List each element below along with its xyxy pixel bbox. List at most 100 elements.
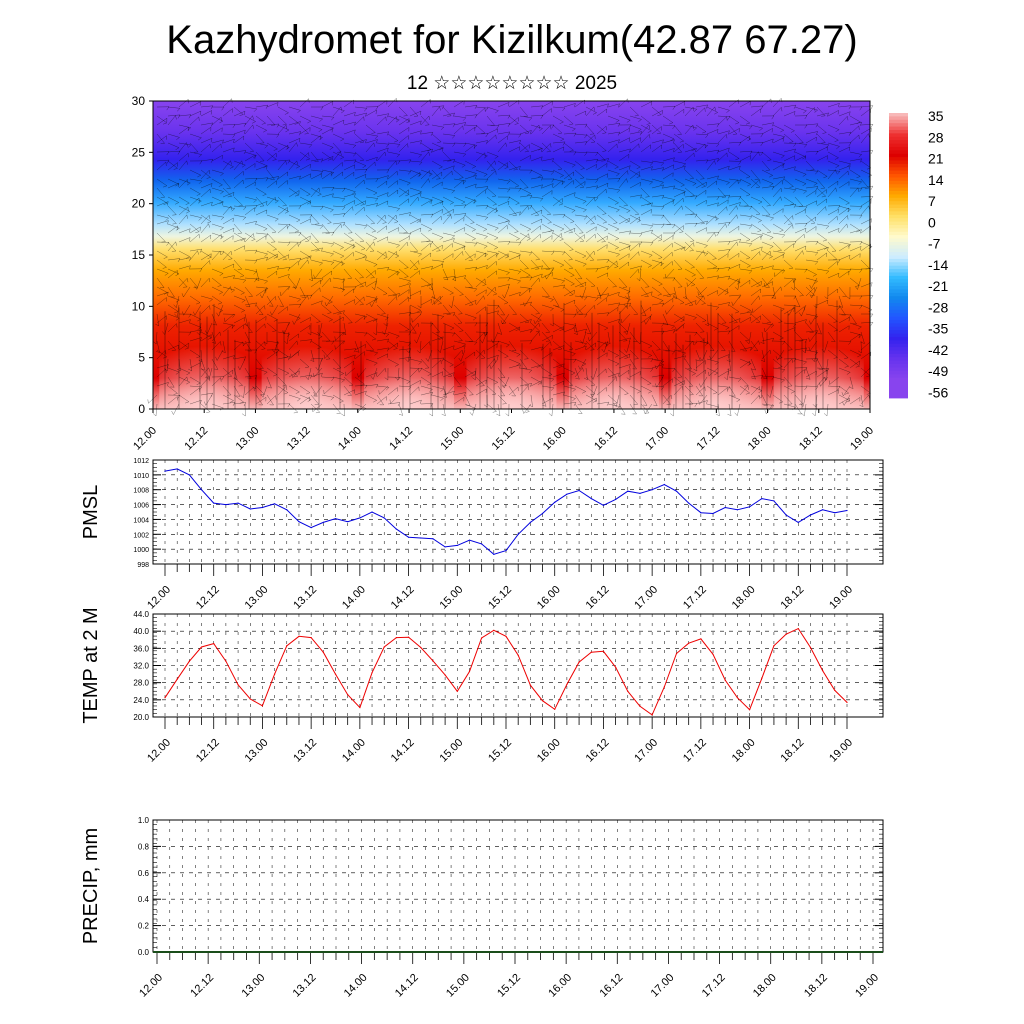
colorbar-swatch [889,187,908,192]
temp-2m-data-point [286,645,288,647]
temp-2m-data-point [298,635,300,637]
x-tick-label: 16.12 [584,584,612,612]
colorbar-swatch [889,262,908,267]
pmsl-data-point [761,498,763,500]
colorbar-swatch [889,235,908,239]
pmsl-data-point [481,543,483,545]
pmsl-data-point [188,474,190,476]
colorbar-swatch [889,167,908,172]
chart-subtitle: 12 ☆☆☆☆☆☆☆☆ 2025 [406,73,618,94]
colorbar-label: 21 [928,151,944,167]
pmsl-data-point [529,521,531,524]
y-tick-label: 40.0 [133,627,149,636]
colorbar-swatch [889,350,908,355]
y-tick-label: 0.2 [138,922,150,931]
pmsl-data-point [773,500,775,502]
x-tick-label: 13.00 [243,737,271,765]
pmsl-data-point [675,490,678,492]
colorbar-swatch [889,289,908,294]
colorbar-swatch [889,214,908,219]
pmsl-data-point [578,489,580,492]
x-tick-label: 17.12 [700,972,728,1000]
colorbar-swatch [889,340,908,345]
colorbar-swatch [889,143,908,148]
temp-2m-data-point [529,684,531,686]
colorbar-swatch [889,326,908,331]
colorbar-swatch [889,279,908,284]
colorbar-swatch [889,286,908,290]
colorbar-swatch [889,170,908,175]
x-tick-label: 12.12 [182,425,210,453]
pmsl-panel: 998 1000 1002 1004 1006 1008 1010 1012 12.00 12.1… [80,458,884,612]
x-tick-label: 16.00 [535,737,563,765]
x-tick-label: 15.12 [486,737,514,765]
pmsl-data-point [493,553,495,555]
colorbar-swatch [889,330,908,334]
temp-2m-data-point [773,645,775,647]
pmsl-data-point [200,489,203,491]
x-tick-label: 17.00 [649,972,677,1000]
temp-2m-data-point [225,660,227,662]
colorbar-swatch [889,133,908,138]
cross-section-panel: 0 5 10 15 20 25 30 12.00 12.12 13.00 13.12 14.00 14.… [131,94,948,453]
y-tick-label: 20.0 [133,713,149,722]
temp-2m-data-point [334,673,337,675]
pmsl-data-point [322,521,324,524]
pmsl-data-point [688,502,690,504]
colorbar-swatch [889,323,908,328]
y-tick-label: 44.0 [133,610,149,619]
pmsl-data-point [395,528,397,530]
pmsl-data-point [651,489,653,491]
x-tick-label: 12.00 [131,425,159,453]
temp-2m-data-point [407,636,410,638]
pmsl-data-point [566,493,568,495]
colorbar-swatch [889,245,908,250]
colorbar-swatch [889,129,908,134]
x-tick-label: 14.00 [336,425,364,453]
colorbar-swatch [889,296,908,301]
pmsl-data-point [505,550,507,552]
pmsl-data-point [213,502,215,504]
pmsl-data-point [420,537,422,539]
x-tick-label: 19.00 [827,737,855,765]
y-tick-label: 30 [132,94,146,108]
temp-2m-data-point [663,686,665,688]
colorbar-label: -28 [928,299,948,315]
pmsl-data-point [797,521,799,524]
x-tick-label: 18.12 [778,737,806,765]
y-tick-label: 28.0 [133,679,149,688]
colorbar-swatch [889,367,908,372]
warm-layer [159,339,250,409]
colorbar-swatch [889,157,908,161]
colorbar-swatch [889,306,908,311]
colorbar-swatch [889,381,908,385]
colorbar-swatch [889,364,908,368]
colorbar-swatch [889,357,908,362]
pmsl-data-point [724,506,726,509]
x-tick-label: 18.00 [730,584,758,612]
pmsl-data-point [310,527,312,529]
temp-2m-data-point [237,684,239,686]
x-tick-label: 13.12 [291,972,319,1000]
pmsl-data-point [407,536,410,538]
colorbar-swatch [889,316,908,321]
colorbar-swatch [889,319,908,324]
temp-2m-data-point [748,709,751,711]
temp-2m-data-point [444,674,446,676]
x-tick-label: 14.00 [342,972,370,1000]
temp-2m-data-point [675,652,678,655]
colorbar-label: 7 [928,193,936,209]
colorbar-label: -56 [928,384,948,400]
precip-panel: 0.0 0.2 0.4 0.6 0.8 1.0 12.00 12.12 13.00 13.12 14… [80,816,884,1000]
x-tick-label: 14.12 [387,425,415,453]
temp-2m-data-point [639,705,641,707]
y-tick-label: 0.0 [138,948,150,957]
colorbar-label: 0 [928,214,936,230]
pmsl-data-point [517,533,519,535]
pmsl-data-point [554,501,556,503]
pmsl-data-point [712,512,714,515]
temp-2m-data-point [651,714,653,716]
pmsl-data-point [736,509,738,511]
temp-2m-data-point [554,708,556,710]
